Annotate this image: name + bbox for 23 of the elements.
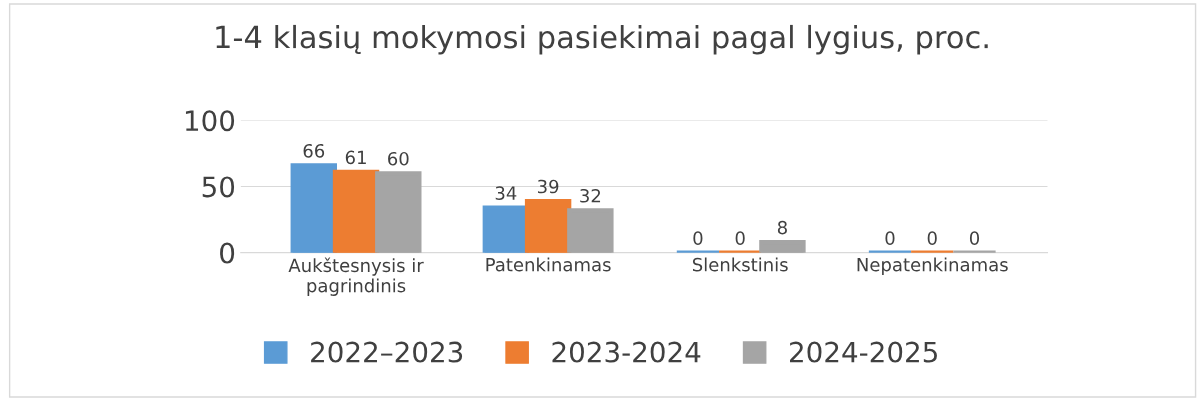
y-tick-label: 0 [220,242,235,264]
legend-label: 2022–2023 [311,341,463,363]
y-tick-label: 50 [202,176,235,198]
data-label: 32 [580,188,601,203]
data-label: 61 [345,150,366,165]
data-label: 0 [693,231,703,245]
data-label: 8 [777,220,787,235]
data-label: 34 [495,186,517,200]
data-label: 60 [388,151,409,166]
legend-label: 2024-2025 [790,341,937,363]
y-tick-label: 100 [185,110,235,132]
data-label: 0 [885,231,895,245]
chart-title: 1-4 klasių mokymosi pasiekimai pagal lygius, proc. [216,24,988,55]
x-tick-label: Slenkstinis [692,257,788,272]
data-label: 0 [969,231,980,245]
data-label: 0 [927,231,937,245]
data-label: 0 [735,231,745,245]
data-label: 39 [538,179,559,194]
x-tick-label: Nepatenkinamas [857,257,1008,275]
data-label: 66 [303,143,325,158]
x-tick-label: Patenkinamas [486,257,611,272]
legend-label: 2023-2024 [552,341,701,363]
x-tick-label: Aukštesnysis ir pagrindinis [288,257,424,296]
